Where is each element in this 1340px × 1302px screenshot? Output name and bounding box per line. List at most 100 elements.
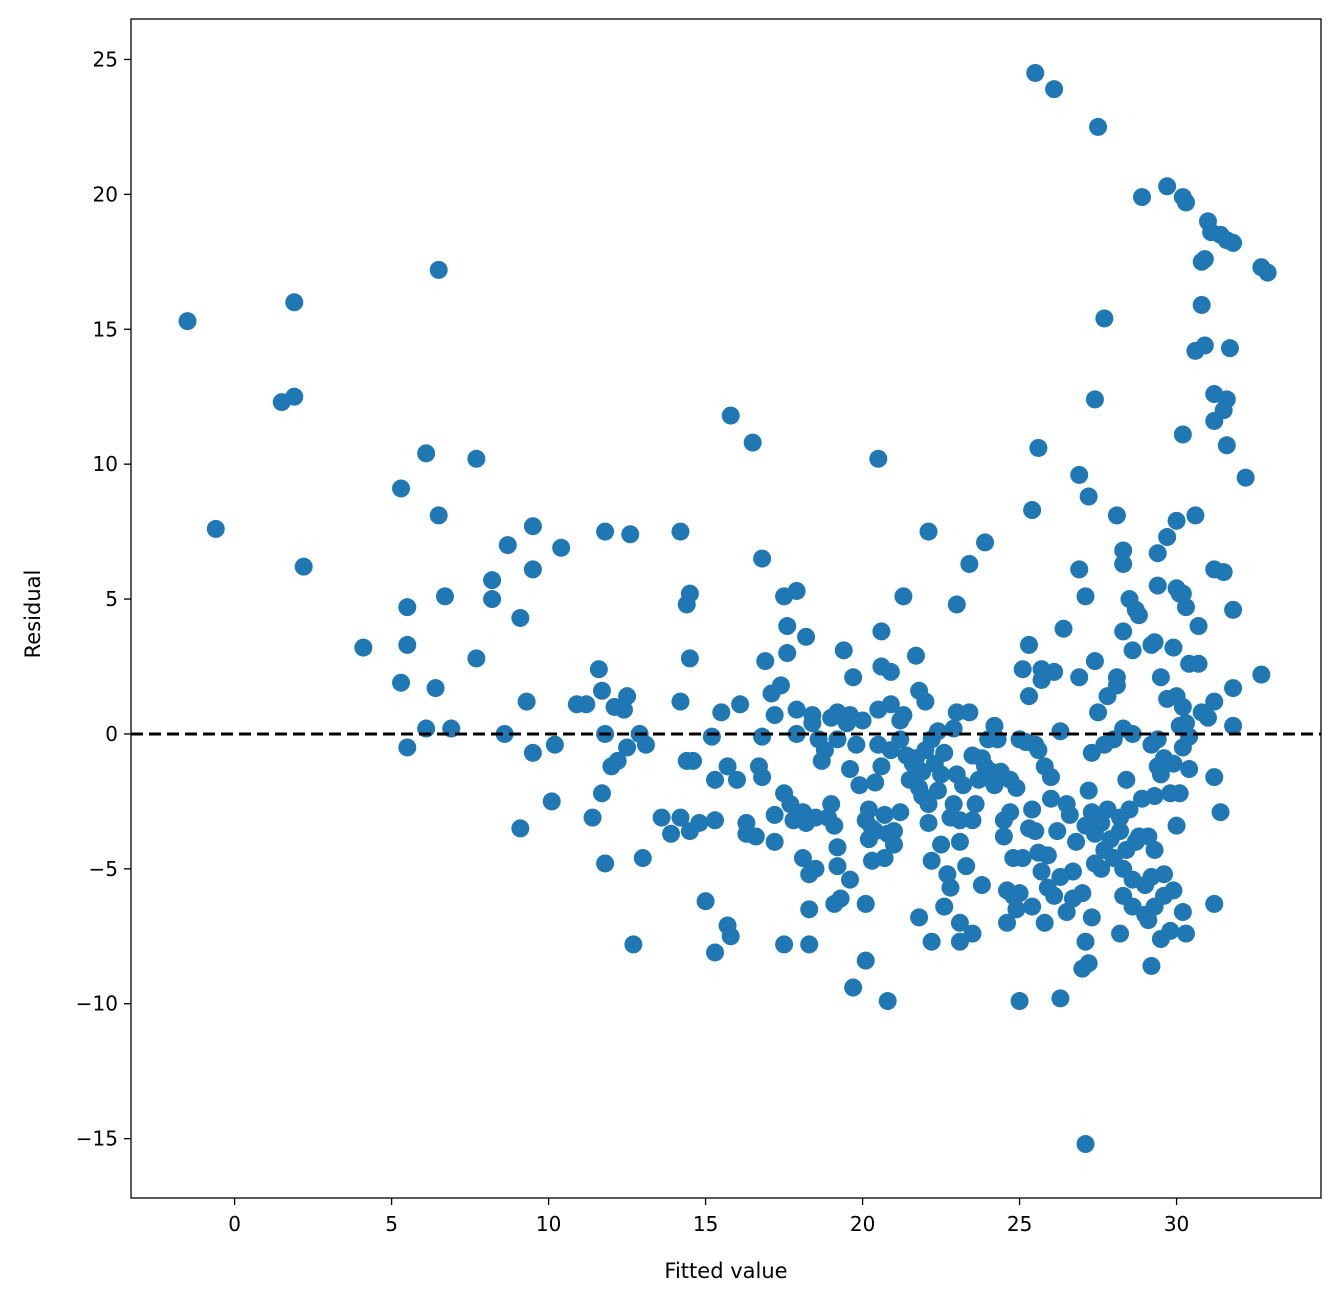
data-point	[1173, 903, 1192, 922]
data-point	[1107, 506, 1126, 525]
data-point	[1041, 768, 1060, 787]
data-point	[731, 695, 750, 714]
data-point	[1205, 894, 1224, 913]
data-point	[1038, 846, 1057, 865]
data-point	[875, 849, 894, 868]
data-point	[916, 692, 935, 711]
data-point	[592, 784, 611, 803]
data-point	[765, 706, 784, 725]
data-point	[706, 811, 725, 830]
data-point	[1173, 697, 1192, 716]
x-tick-label: 15	[693, 1212, 718, 1236]
data-point	[800, 900, 819, 919]
data-point	[919, 795, 938, 814]
data-point	[1114, 622, 1133, 641]
data-point	[1189, 617, 1208, 636]
data-point	[1048, 822, 1067, 841]
data-point	[1145, 633, 1164, 652]
data-point	[922, 932, 941, 951]
data-point	[1085, 390, 1104, 409]
data-point	[1007, 778, 1026, 797]
data-point	[850, 776, 869, 795]
x-tick-label: 5	[385, 1212, 398, 1236]
data-point	[1013, 660, 1032, 679]
data-point	[753, 768, 772, 787]
data-point	[1214, 563, 1233, 582]
data-point	[928, 722, 947, 741]
data-point	[696, 892, 715, 911]
data-point	[1167, 816, 1186, 835]
data-point	[1195, 250, 1214, 269]
data-point	[944, 795, 963, 814]
data-point	[765, 805, 784, 824]
data-point	[1224, 679, 1243, 698]
data-point	[1258, 263, 1277, 282]
data-point	[771, 676, 790, 695]
data-point	[793, 849, 812, 868]
data-point	[1180, 727, 1199, 746]
data-point	[866, 773, 885, 792]
data-point	[467, 449, 486, 468]
data-point	[1079, 954, 1098, 973]
data-point	[285, 293, 304, 312]
data-point	[963, 811, 982, 830]
data-point	[938, 865, 957, 884]
data-point	[1117, 770, 1136, 789]
data-point	[1010, 992, 1029, 1011]
data-point	[737, 813, 756, 832]
data-point	[844, 668, 863, 687]
data-point	[803, 714, 822, 733]
data-point	[1236, 468, 1255, 487]
data-point	[1095, 309, 1114, 328]
data-point	[652, 808, 671, 827]
data-point	[1013, 849, 1032, 868]
data-point	[511, 819, 530, 838]
data-point	[178, 312, 197, 331]
points-layer	[178, 63, 1277, 1154]
data-point	[1155, 865, 1174, 884]
x-tick-label: 25	[1007, 1212, 1032, 1236]
data-point	[1029, 741, 1048, 760]
data-point	[662, 824, 681, 843]
data-point	[1133, 188, 1152, 207]
data-point	[727, 770, 746, 789]
data-point	[398, 635, 417, 654]
data-point	[1057, 903, 1076, 922]
data-point	[950, 913, 969, 932]
data-point	[1189, 654, 1208, 673]
data-point	[1217, 436, 1236, 455]
data-point	[577, 695, 596, 714]
data-point	[787, 581, 806, 600]
data-point	[853, 711, 872, 730]
data-point	[884, 835, 903, 854]
data-point	[878, 992, 897, 1011]
data-point	[1142, 956, 1161, 975]
data-point	[1111, 822, 1130, 841]
data-point	[1026, 63, 1045, 82]
data-point	[919, 813, 938, 832]
data-point	[621, 525, 640, 544]
data-point	[972, 876, 991, 895]
data-point	[542, 792, 561, 811]
data-point	[787, 700, 806, 719]
data-point	[1041, 789, 1060, 808]
data-point	[1076, 1135, 1095, 1154]
data-point	[1151, 765, 1170, 784]
data-point	[746, 827, 765, 846]
data-point	[1089, 703, 1108, 722]
data-point	[1164, 881, 1183, 900]
data-point	[1139, 827, 1158, 846]
data-point	[1173, 425, 1192, 444]
data-point	[1148, 576, 1167, 595]
x-tick-label: 10	[536, 1212, 561, 1236]
data-point	[596, 522, 615, 541]
data-point	[994, 827, 1013, 846]
data-point	[1224, 600, 1243, 619]
data-point	[718, 757, 737, 776]
data-point	[778, 644, 797, 663]
data-point	[1114, 554, 1133, 573]
data-point	[1120, 800, 1139, 819]
y-tick-label: −15	[76, 1127, 118, 1151]
data-point	[825, 816, 844, 835]
data-point	[1145, 787, 1164, 806]
